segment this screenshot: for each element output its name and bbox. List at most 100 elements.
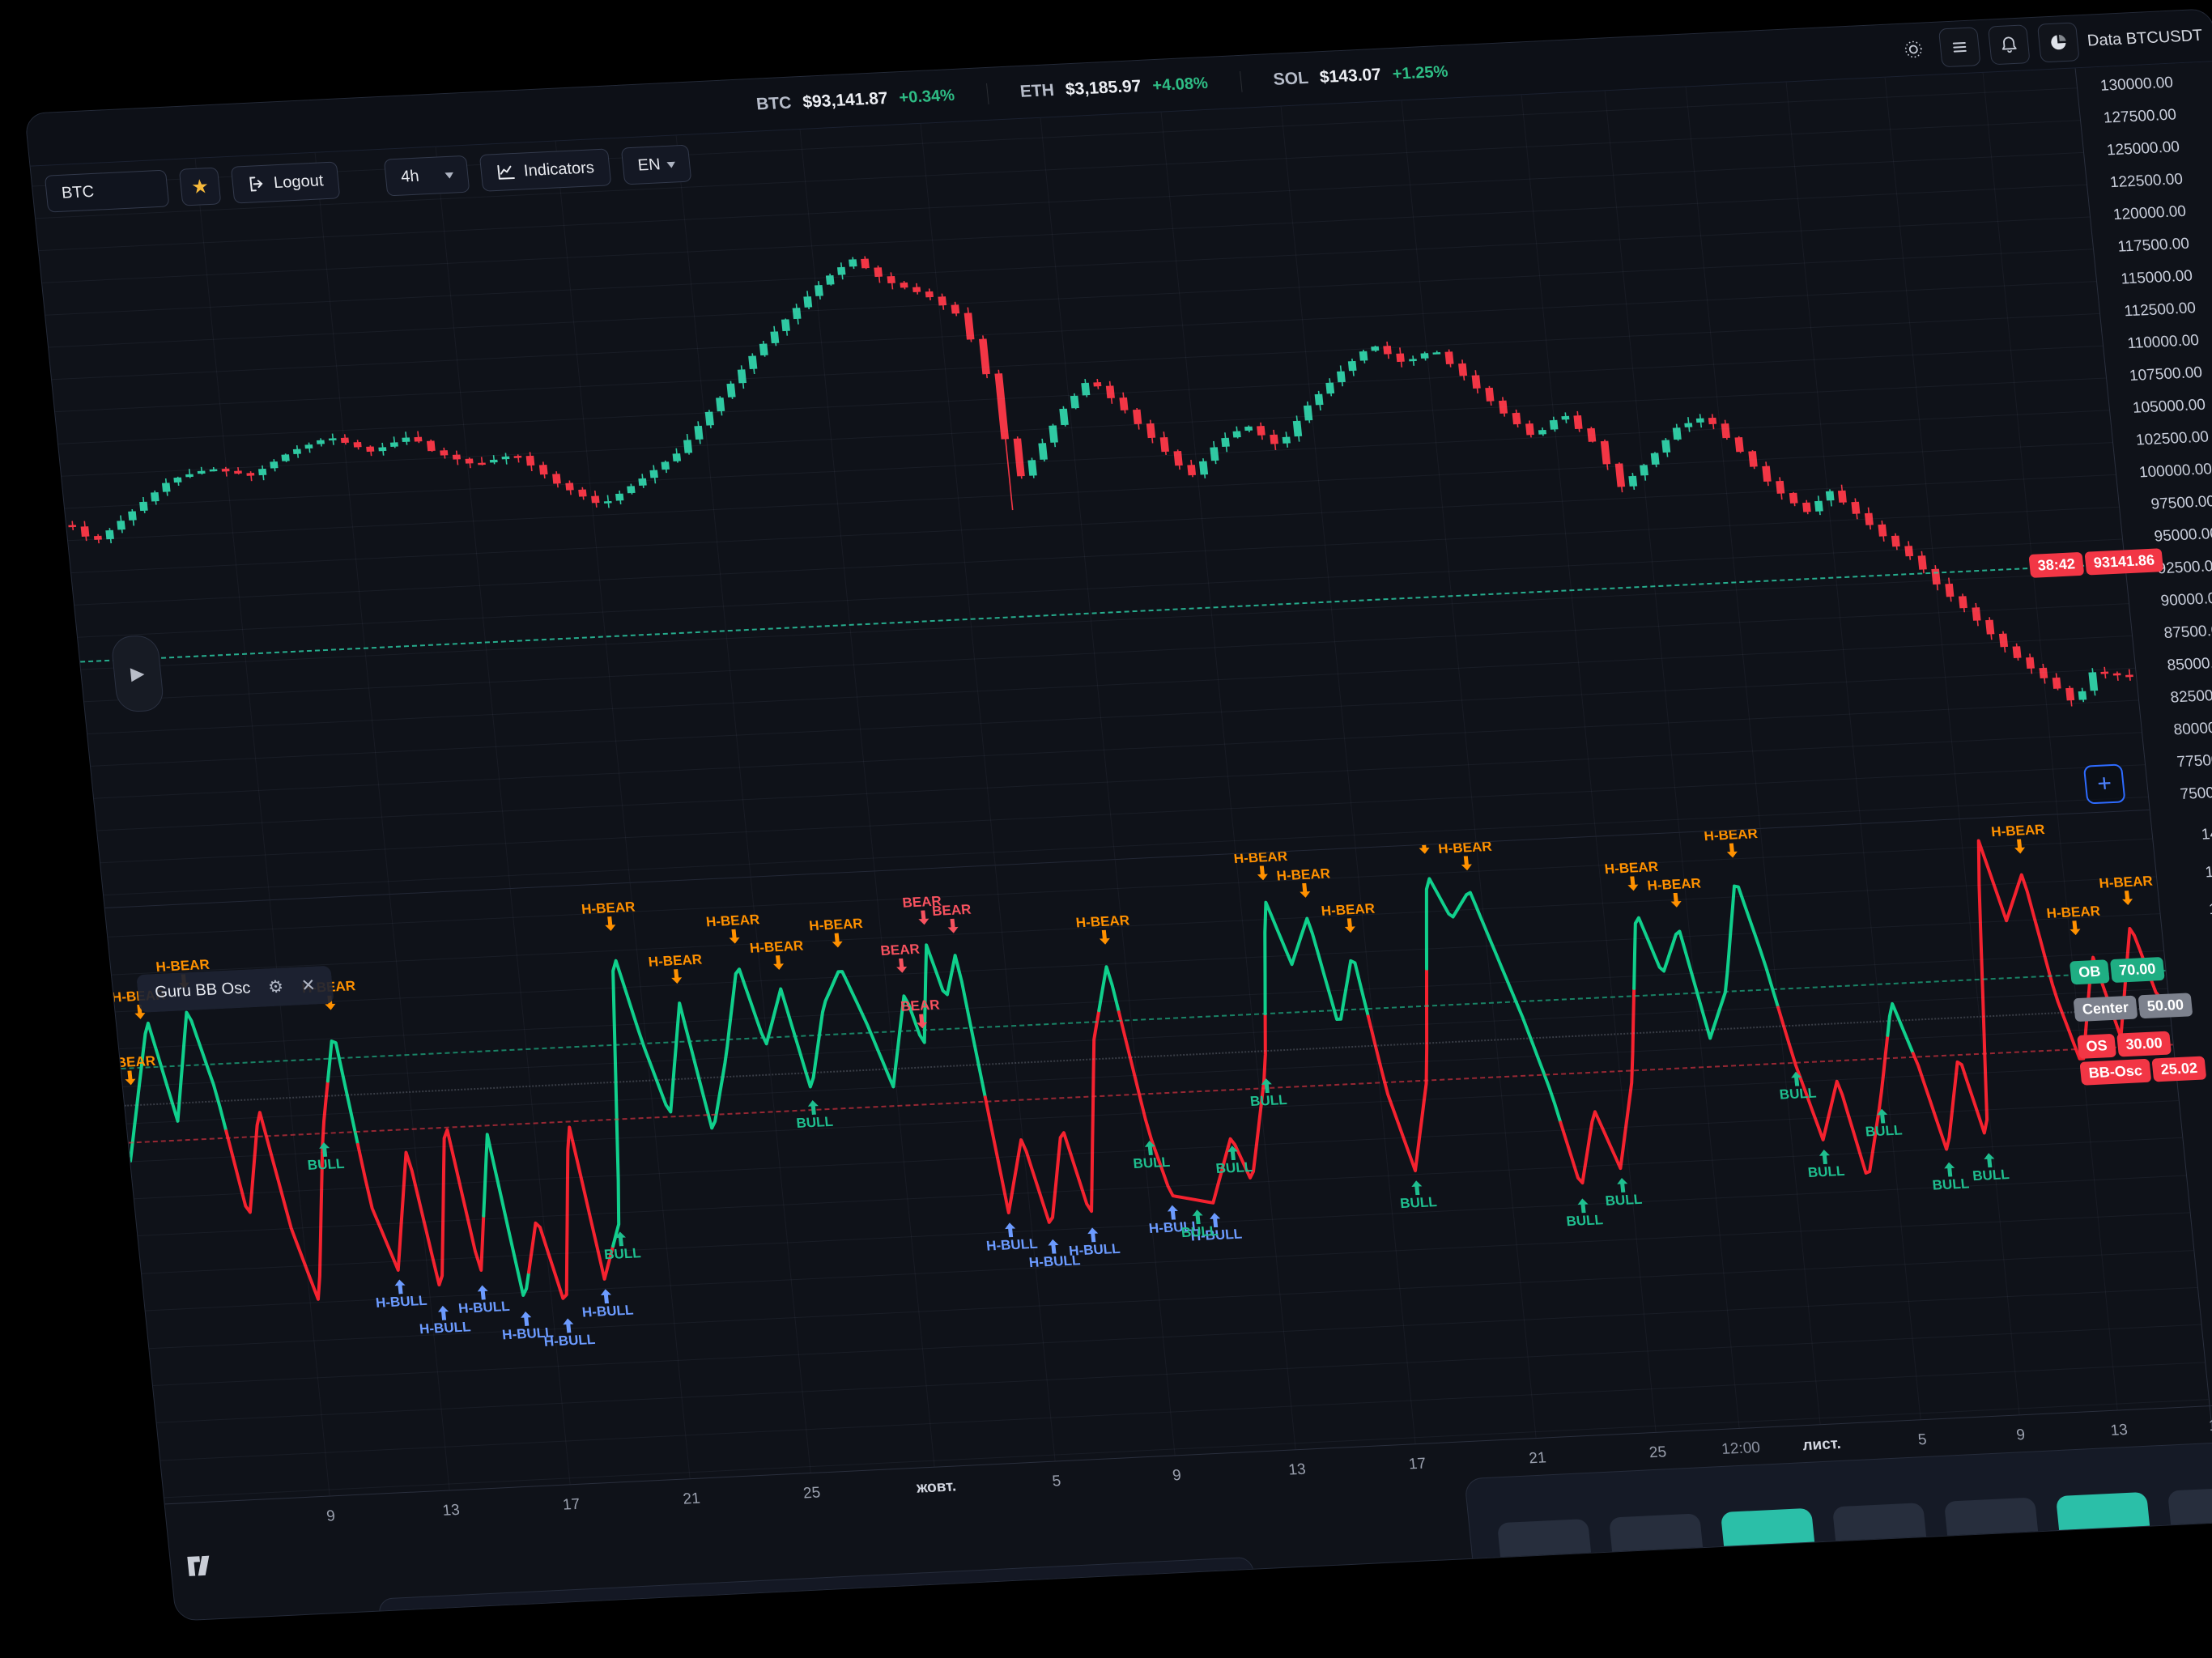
timeframe-select[interactable]: 4h ▾ <box>384 155 470 197</box>
price-pane[interactable]: BTC ★ Logout 4h ▾ <box>31 68 2150 908</box>
quick-action-button[interactable] <box>1497 1519 1593 1570</box>
signal-h-bear: H-BEAR <box>2017 823 2020 854</box>
signal-bull: BULL <box>1150 1141 1153 1171</box>
tradingview-logo-icon[interactable] <box>186 1554 223 1577</box>
ticker-divider <box>986 83 989 104</box>
axis-tick-label: -60.00 <box>2194 1196 2212 1220</box>
signal-h-bull: H-BULL <box>568 1319 571 1350</box>
axis-tick-label: 75000.00 <box>2153 781 2212 806</box>
time-tick-label: 9 <box>2015 1426 2026 1444</box>
signal-bull: BULL <box>620 1231 623 1262</box>
logout-icon <box>247 175 266 193</box>
axis-tick-label: -100.00 <box>2202 1271 2212 1295</box>
signal-h-bear: H-BEAR <box>1347 902 1351 933</box>
signal-bull: BULL <box>812 1100 815 1131</box>
time-tick-label: жовт. <box>916 1477 957 1497</box>
axis-tick-label: 97500.00 <box>2124 491 2212 515</box>
axis-tick-label: 80.00 <box>2168 934 2212 959</box>
quick-action-button-active[interactable] <box>1721 1508 1816 1559</box>
signal-h-bear: H-BEAR <box>1303 867 1306 898</box>
pane-reveal-button[interactable]: ▶ <box>110 635 164 712</box>
signal-bull: BULL <box>1989 1153 1992 1184</box>
menu-icon[interactable] <box>1938 27 1981 67</box>
axis-tick-label: 140.00 <box>2157 822 2212 846</box>
ticker-sol: SOL $143.07 +1.25% <box>1273 62 1449 90</box>
axis-tick-label: 100000.00 <box>2121 459 2212 483</box>
signal-h-bull: H-BULL <box>525 1312 529 1342</box>
signal-h-bear: H-BEAR <box>1260 850 1263 881</box>
time-tick-label: 9 <box>325 1507 336 1525</box>
signal-h-bull: H-BULL <box>1053 1239 1056 1270</box>
time-tick-label: 17 <box>2208 1417 2212 1435</box>
bottom-left-panel: Token/Chart Preview <box>378 1557 1262 1622</box>
pie-icon[interactable] <box>2037 22 2080 62</box>
axis-tick-label: 120.00 <box>2161 860 2212 884</box>
axis-tick-label: 110000.00 <box>2108 329 2212 354</box>
axis-tick-label: 0.00 <box>2184 1084 2212 1108</box>
axis-tick-label: 125000.00 <box>2088 137 2212 161</box>
signal-h-bear: H-BEAR <box>1730 827 1733 858</box>
ticker-change: +1.25% <box>1392 62 1449 83</box>
quick-action-button-active[interactable] <box>2056 1492 2151 1543</box>
time-tick-label: 25 <box>1648 1443 1667 1462</box>
axis-tick-label: 60.00 <box>2172 971 2212 996</box>
axis-tick-label: 112500.00 <box>2104 298 2212 322</box>
time-tick-label: 9 <box>1172 1467 1182 1485</box>
close-icon[interactable]: ✕ <box>300 976 317 997</box>
axis-tick-label: -80.00 <box>2198 1233 2212 1257</box>
axis-tick-label: 87500.00 <box>2137 620 2212 644</box>
signal-h-bear: H-BEAR <box>674 953 678 984</box>
signal-h-bear: H-BEAR <box>1464 840 1467 871</box>
center-tag: Center50.00 <box>2074 993 2193 1022</box>
time-tick-label: лист. <box>1802 1435 1841 1455</box>
time-tick-label: 12:00 <box>1721 1439 1761 1459</box>
signal-bull: BULL <box>1824 1150 1827 1180</box>
axis-tick-label: 130000.00 <box>2082 72 2212 96</box>
signal-bear: BEAR <box>900 942 903 973</box>
quick-action-button[interactable] <box>2167 1486 2212 1537</box>
symbol-input[interactable]: BTC <box>45 170 170 213</box>
time-tick-label: 17 <box>1408 1456 1427 1474</box>
signal-bull: BULL <box>1949 1163 1952 1193</box>
axis-tick-label: 90000.00 <box>2133 588 2212 612</box>
signal-bull: BULL <box>1622 1178 1625 1209</box>
signal-bull: BULL <box>1582 1199 1585 1230</box>
signal-bear: BEAR <box>919 998 922 1029</box>
ticker-price: $3,185.97 <box>1065 77 1142 100</box>
signal-h-bear: H-BEAR <box>1631 861 1634 891</box>
quick-action-button[interactable] <box>1832 1503 1928 1554</box>
plus-icon: + <box>2096 770 2113 798</box>
time-tick-label: 21 <box>683 1490 701 1509</box>
favorite-star-button[interactable]: ★ <box>179 168 222 206</box>
ticker-symbol: SOL <box>1273 69 1310 90</box>
brightness-icon[interactable] <box>1895 32 1931 66</box>
oscillator-pane[interactable]: Guru BB Osc ⚙ ✕ H-BEARH-BEARH-BEARH-BEAR… <box>105 810 2210 1504</box>
axis-tick-label: 117500.00 <box>2098 233 2212 257</box>
signal-h-bull: H-BULL <box>399 1280 402 1311</box>
indicators-button[interactable]: Indicators <box>479 148 611 191</box>
oversold-tag: OS30.00 <box>2077 1031 2172 1059</box>
ticker-change: +0.34% <box>898 86 955 107</box>
signal-h-bull: H-BULL <box>606 1289 609 1320</box>
logout-button[interactable]: Logout <box>231 161 341 203</box>
ticker-price: $143.07 <box>1319 66 1382 88</box>
signal-h-bear: H-BEAR <box>776 939 779 970</box>
quick-action-button[interactable] <box>1944 1497 2040 1548</box>
quick-action-button[interactable] <box>1609 1513 1704 1564</box>
gear-icon[interactable]: ⚙ <box>267 976 284 997</box>
axis-tick-label: 127500.00 <box>2085 104 2212 129</box>
signal-h-bull: H-BULL <box>1010 1222 1013 1253</box>
add-order-button[interactable]: + <box>2083 763 2126 804</box>
signal-h-bear: H-BEAR <box>607 900 610 931</box>
signal-h-bear: H-BEAR <box>1102 914 1105 945</box>
language-select[interactable]: EN ▾ <box>620 145 691 185</box>
signal-bull: BULL <box>324 1142 327 1173</box>
signal-h-bull: H-BULL <box>1092 1228 1095 1259</box>
bell-icon[interactable] <box>1988 24 2031 65</box>
signal-bull: BULL <box>1266 1078 1270 1109</box>
signal-h-bear: H-BEAR <box>732 913 735 944</box>
axis-tick-label: 107500.00 <box>2111 362 2212 386</box>
screenshot-stage: BTC $93,141.87 +0.34%ETH $3,185.97 +4.08… <box>0 0 2212 1658</box>
play-icon: ▶ <box>130 663 146 685</box>
chart-main-column: BTC ★ Logout 4h ▾ <box>31 68 2210 1503</box>
